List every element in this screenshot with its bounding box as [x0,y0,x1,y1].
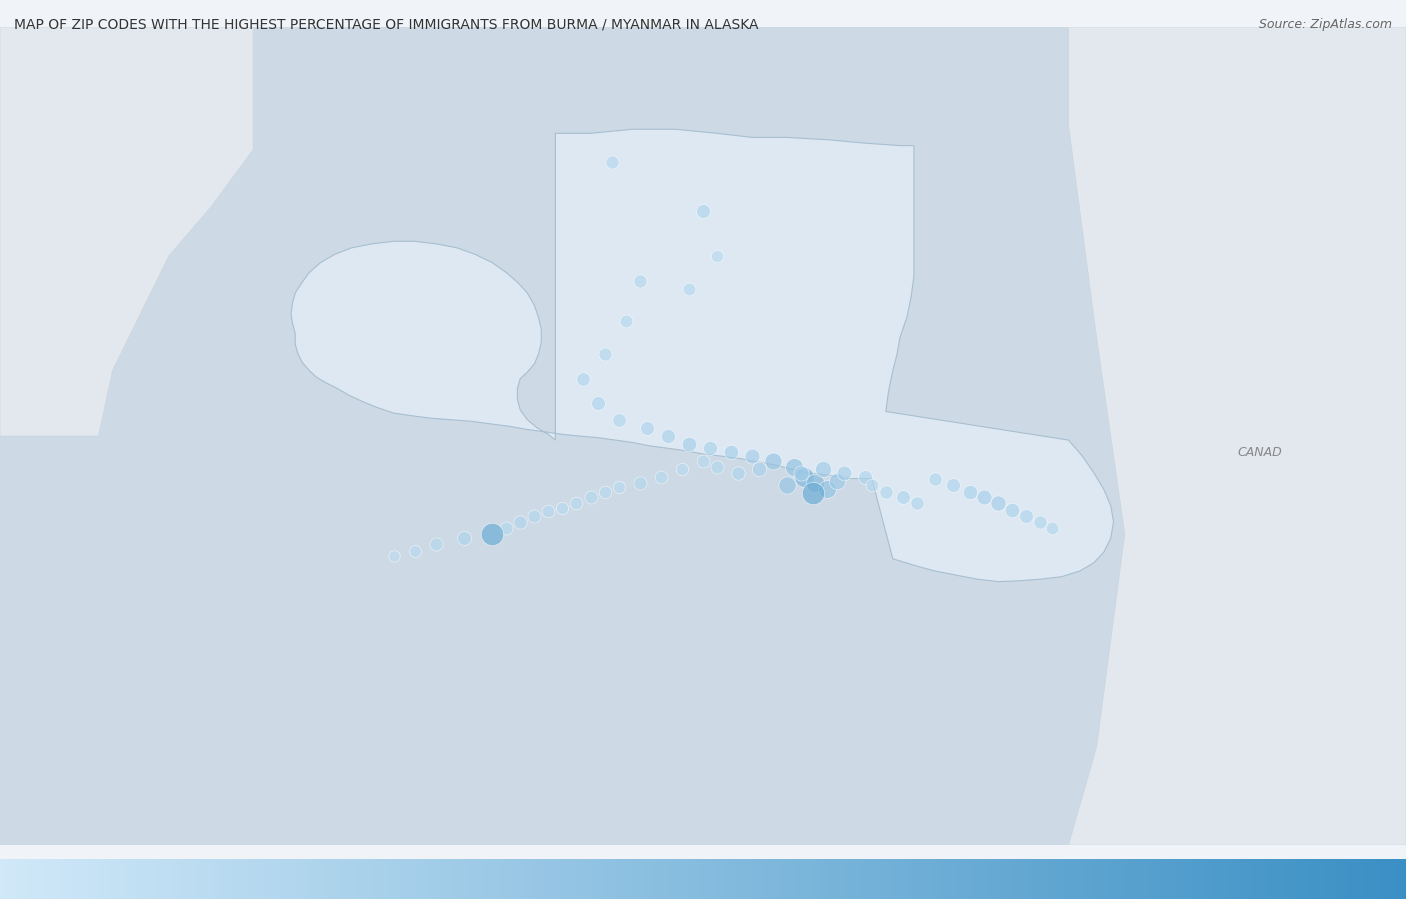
Point [692,204,714,218]
Point [699,441,721,456]
Point [783,460,806,475]
Point [790,466,813,480]
Point [537,504,560,519]
Point [804,476,827,491]
Point [924,471,946,485]
Point [628,476,651,491]
Point [453,531,475,546]
Point [1015,509,1038,523]
Point [762,453,785,467]
Text: CANAD: CANAD [1237,446,1282,458]
Point [509,515,531,530]
Point [425,537,447,551]
Point [741,450,763,464]
Point [678,437,700,451]
Polygon shape [291,129,1114,582]
Point [628,273,651,288]
Point [875,485,897,499]
Point [593,347,616,361]
Point [748,461,770,476]
Point [720,445,742,459]
Point [657,429,679,443]
Point [572,371,595,386]
Point [551,501,574,515]
Point [793,469,815,484]
Point [706,460,728,475]
Point [579,490,602,504]
Point [495,521,517,535]
Point [853,469,876,484]
Text: MAP OF ZIP CODES WITH THE HIGHEST PERCENTAGE OF IMMIGRANTS FROM BURMA / MYANMAR : MAP OF ZIP CODES WITH THE HIGHEST PERCEN… [14,18,759,32]
Point [614,315,637,329]
Point [692,453,714,467]
Point [600,155,623,169]
Point [1040,521,1063,535]
Point [565,496,588,511]
Point [959,485,981,499]
Point [801,486,824,501]
Point [727,466,749,480]
Point [671,461,693,476]
Point [650,469,672,484]
Point [607,479,630,494]
Polygon shape [1069,27,1406,845]
Point [1001,503,1024,517]
Point [706,249,728,263]
Point [607,413,630,427]
Point [586,396,609,411]
Point [382,549,405,564]
Point [905,496,928,511]
Point [860,478,883,493]
Point [678,281,700,296]
Point [942,478,965,493]
Point [891,490,914,504]
Point [973,490,995,504]
Polygon shape [0,27,253,436]
Point [593,485,616,499]
Point [404,543,426,557]
Text: Source: ZipAtlas.com: Source: ZipAtlas.com [1258,18,1392,31]
Point [636,421,658,435]
Point [776,478,799,493]
Point [825,474,848,488]
Point [815,482,838,496]
Point [1029,515,1052,530]
Point [811,461,834,476]
Point [481,527,503,541]
Point [832,466,855,480]
Point [987,496,1010,511]
Point [523,509,546,523]
